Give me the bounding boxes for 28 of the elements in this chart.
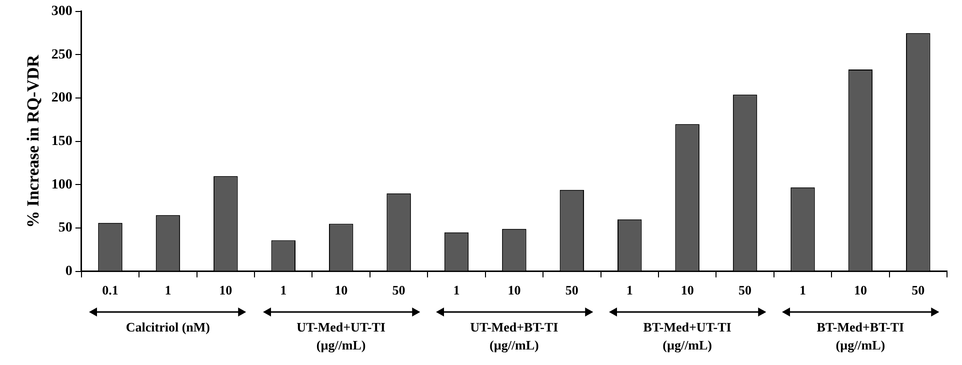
x-tick-label: 1 xyxy=(799,282,806,298)
x-tick-label: 0.1 xyxy=(102,282,118,298)
x-tick-label: 50 xyxy=(738,282,752,298)
x-tick-label: 10 xyxy=(854,282,867,298)
text: BT-Med+BT-TI (µg//mL) xyxy=(816,319,904,352)
y-tick-label: 50 xyxy=(58,220,72,236)
x-tick-label: 1 xyxy=(164,282,172,298)
x-tick-label: 10 xyxy=(219,282,232,298)
text: UT-Med+BT-TI (µg//mL) xyxy=(470,319,558,352)
x-tick-label: 50 xyxy=(392,282,406,298)
y-tick-label: 300 xyxy=(51,4,72,20)
y-tick-label: 250 xyxy=(51,47,72,62)
x-tick-label: 50 xyxy=(565,282,578,298)
y-tick-label: 150 xyxy=(51,134,72,150)
x-tick-label: 10 xyxy=(680,282,694,298)
x-tick-label: 1 xyxy=(280,282,287,298)
text: UT-Med+UT-TI (µg//mL) xyxy=(296,319,386,352)
x-tick-label: 50 xyxy=(912,282,925,298)
y-axis-title: % Increase in RQ-VDR xyxy=(24,54,43,228)
y-tick-label: 200 xyxy=(51,90,72,106)
y-tick-label: 0 xyxy=(65,264,72,280)
text: BT-Med+UT-TI (µg//mL) xyxy=(643,319,732,352)
x-tick-label: 10 xyxy=(508,282,521,298)
text: Calcitriol (nM) xyxy=(126,319,210,334)
x-tick-label: 1 xyxy=(453,282,460,298)
x-tick-label: 10 xyxy=(334,282,348,298)
x-tick-label: 1 xyxy=(626,282,633,298)
y-tick-label: 100 xyxy=(51,177,72,192)
